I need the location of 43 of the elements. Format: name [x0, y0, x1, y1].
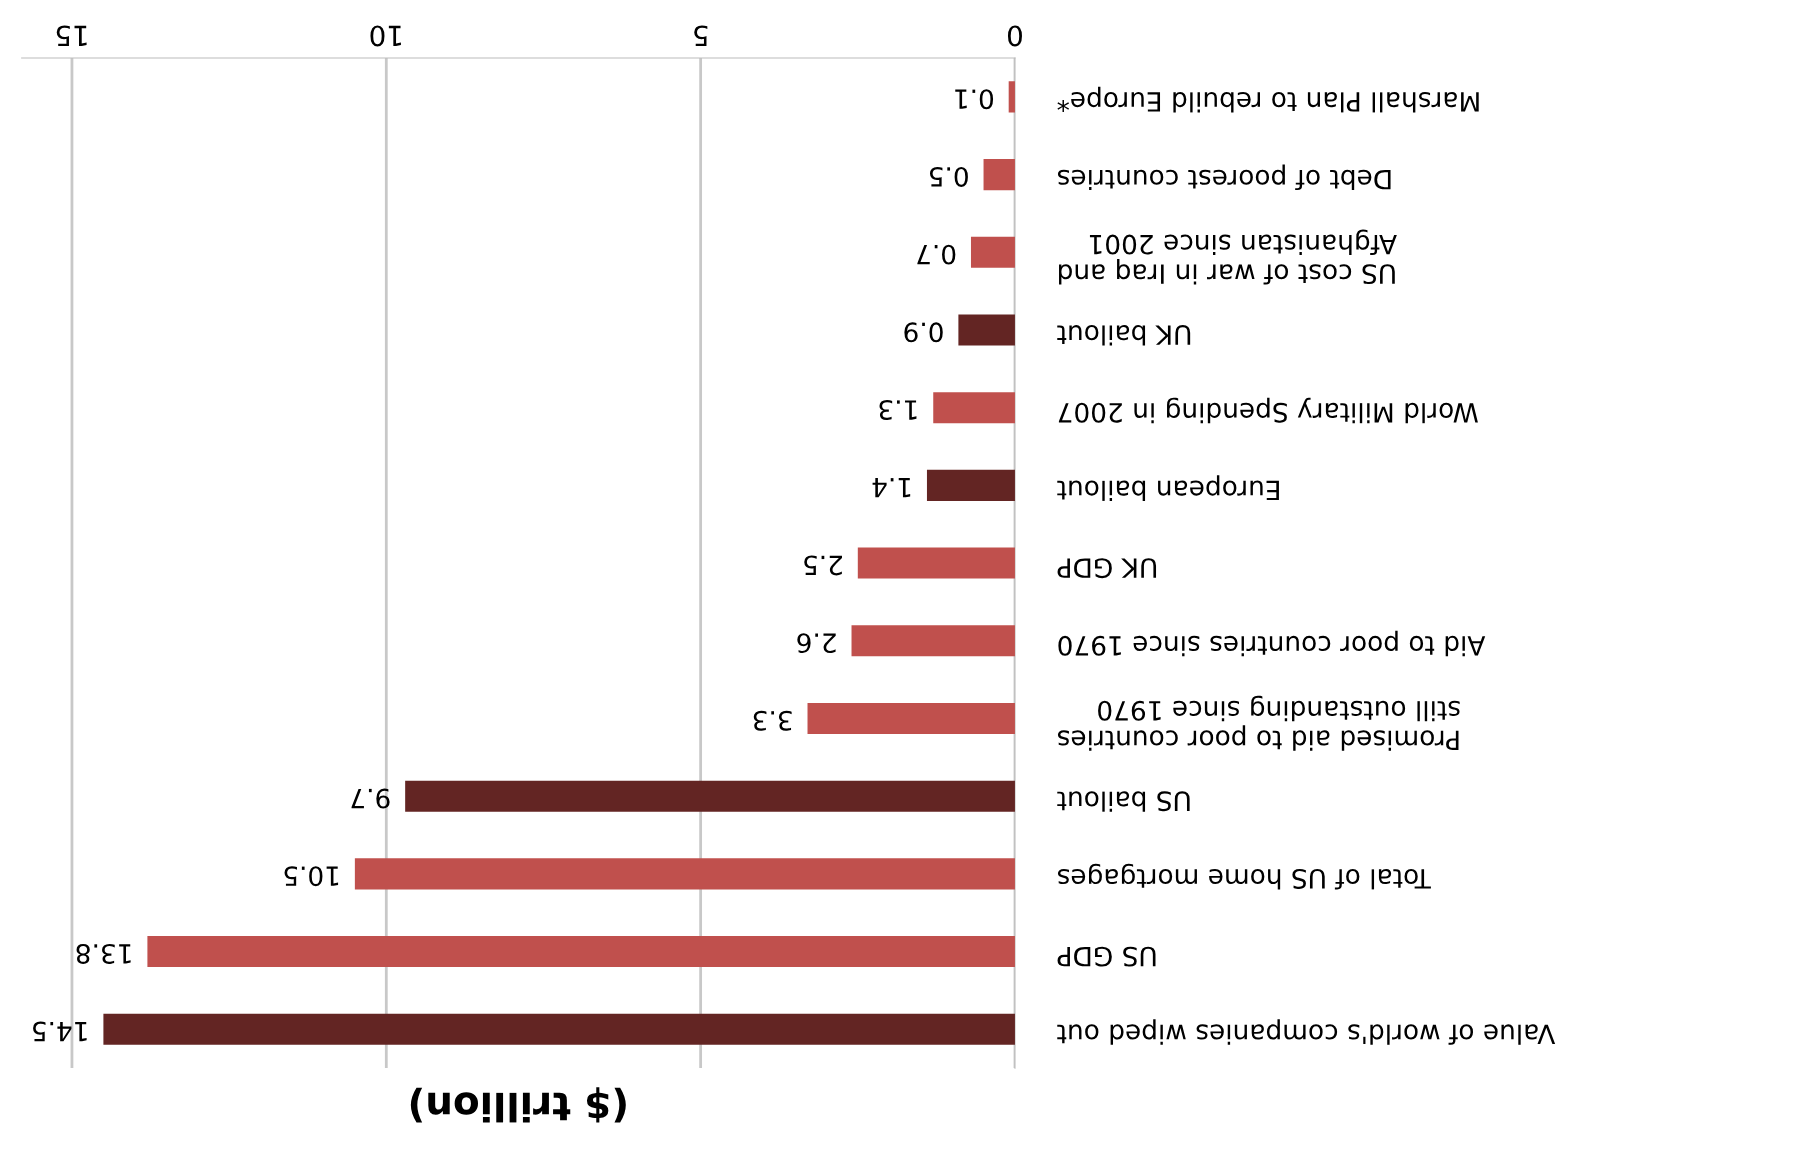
bar	[354, 858, 1015, 890]
y-tick-label: Promised aid to poor countries still outstanding since 1970	[1057, 695, 1460, 751]
y-tick-label: Aid to poor countries since 1970	[1058, 630, 1486, 657]
bar	[983, 159, 1015, 191]
bar	[405, 780, 1015, 812]
y-tick-label: Total of US home mortgages	[1057, 863, 1431, 890]
data-label: 0.9	[904, 322, 943, 343]
x-tick-label: 0	[1007, 25, 1022, 47]
data-label: 3.3	[753, 710, 792, 731]
bar	[851, 625, 1015, 657]
y-tick-label: European bailout	[1057, 475, 1279, 501]
bar	[103, 1013, 1015, 1045]
y-tick-label: US cost of war in Iraq and Afghanistan since 2001	[1059, 229, 1397, 285]
data-label: 14.5	[33, 1021, 87, 1042]
data-label: 1.3	[879, 400, 917, 420]
y-tick-label: UK bailout	[1057, 325, 1191, 346]
y-tick-label: Marshall Plan to rebuild Europe*	[1057, 86, 1479, 113]
x-tick-label: 15	[56, 25, 87, 47]
data-label: 2.6	[797, 633, 836, 654]
y-tick-label: Value of world's companies wiped out	[1057, 1019, 1556, 1045]
bar	[970, 236, 1015, 268]
data-label: 10.5	[284, 866, 339, 887]
data-label: 0.5	[929, 166, 968, 187]
data-label: 1.4	[872, 478, 911, 498]
bar	[147, 936, 1015, 968]
bar	[857, 547, 1015, 579]
x-axis-title: ($ trillion)	[410, 1087, 626, 1123]
data-label: 9.7	[351, 788, 390, 809]
y-tick-label: US bailout	[1057, 791, 1190, 812]
x-tick-label: 5	[694, 25, 708, 47]
bar	[926, 469, 1015, 501]
data-label: 0.7	[917, 244, 956, 265]
data-label: 0.1	[955, 89, 994, 110]
y-tick-label: World Military Spending in 2007	[1058, 397, 1478, 424]
y-tick-label: US GDP	[1057, 946, 1156, 967]
x-tick-label: 10	[370, 25, 401, 47]
bar	[933, 392, 1015, 424]
bar	[807, 702, 1015, 735]
data-label: 2.5	[804, 555, 842, 576]
bar	[958, 314, 1015, 346]
data-label: 13.8	[76, 943, 131, 964]
y-tick-label: UK GDP	[1057, 558, 1157, 579]
y-tick-label: Debt of poorest countries	[1057, 164, 1391, 191]
